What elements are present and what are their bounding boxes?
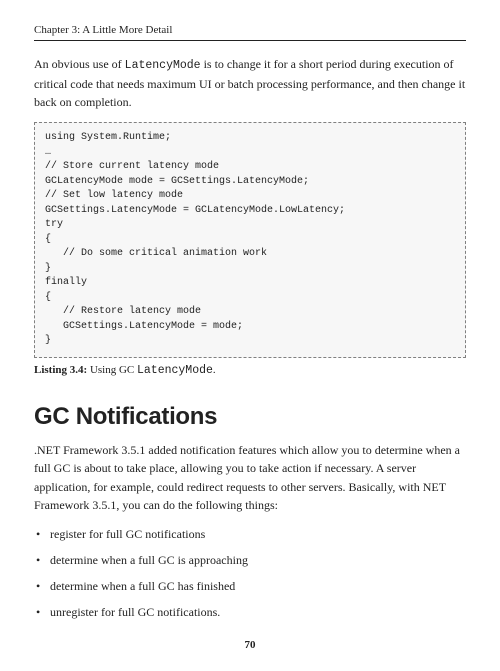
intro-paragraph: An obvious use of LatencyMode is to chan…	[34, 55, 466, 112]
header-rule	[34, 40, 466, 41]
chapter-header: Chapter 3: A Little More Detail	[34, 24, 466, 36]
list-item: register for full GC notifications	[36, 525, 466, 543]
bullet-list: register for full GC notifications deter…	[34, 525, 466, 621]
listing-caption-before: Using GC	[87, 364, 137, 376]
listing-caption-code: LatencyMode	[137, 364, 213, 377]
list-item: determine when a full GC is approaching	[36, 551, 466, 569]
list-item: unregister for full GC notifications.	[36, 603, 466, 621]
list-item: determine when a full GC has finished	[36, 577, 466, 595]
listing-caption-after: .	[213, 364, 216, 376]
listing-label: Listing 3.4:	[34, 364, 87, 376]
page-number: 70	[34, 639, 466, 651]
code-block: using System.Runtime; … // Store current…	[34, 122, 466, 358]
inline-code-latencymode: LatencyMode	[125, 59, 201, 72]
page-container: Chapter 3: A Little More Detail An obvio…	[0, 0, 500, 671]
section-title: GC Notifications	[34, 403, 466, 431]
section-paragraph: .NET Framework 3.5.1 added notification …	[34, 441, 466, 515]
intro-text-before: An obvious use of	[34, 57, 125, 71]
listing-caption: Listing 3.4: Using GC LatencyMode.	[34, 364, 466, 377]
